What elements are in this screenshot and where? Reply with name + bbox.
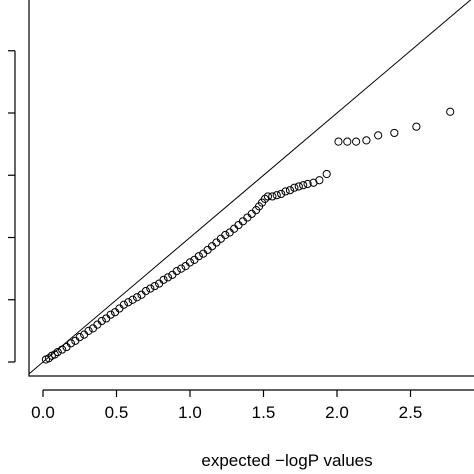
plot-frame bbox=[28, 0, 474, 377]
data-point bbox=[230, 224, 239, 233]
data-point bbox=[247, 209, 256, 218]
data-point bbox=[141, 286, 150, 296]
data-point bbox=[58, 345, 67, 354]
data-point bbox=[446, 107, 455, 116]
x-axis-title: expected −logP values bbox=[201, 451, 372, 470]
data-point bbox=[84, 326, 93, 335]
data-point bbox=[212, 238, 221, 247]
data-point bbox=[315, 176, 324, 185]
data-point bbox=[352, 137, 361, 146]
data-point bbox=[221, 230, 230, 240]
data-point bbox=[299, 181, 308, 190]
data-point bbox=[303, 179, 312, 189]
data-point bbox=[124, 298, 133, 307]
data-point bbox=[44, 354, 53, 363]
data-points bbox=[41, 107, 455, 364]
data-point bbox=[150, 281, 159, 291]
x-tick-label: 2.0 bbox=[325, 403, 349, 422]
x-tick-label: 0.0 bbox=[31, 403, 55, 422]
data-point bbox=[412, 122, 421, 131]
data-point bbox=[290, 183, 299, 192]
data-point bbox=[128, 295, 137, 304]
data-point bbox=[272, 191, 281, 200]
data-point bbox=[281, 187, 290, 196]
data-point bbox=[163, 273, 173, 282]
data-point bbox=[343, 137, 352, 146]
data-point bbox=[132, 293, 142, 302]
data-point bbox=[277, 189, 286, 199]
x-tick-label: 1.5 bbox=[252, 403, 276, 422]
x-axis: 0.00.51.01.52.02.53 bbox=[31, 389, 474, 422]
data-point bbox=[75, 333, 84, 342]
data-point bbox=[238, 217, 248, 226]
data-point bbox=[106, 310, 115, 319]
data-point bbox=[172, 267, 181, 276]
data-point bbox=[66, 339, 76, 348]
data-point bbox=[268, 192, 277, 201]
data-point bbox=[362, 136, 371, 145]
data-point bbox=[263, 192, 273, 201]
data-point bbox=[93, 320, 102, 329]
data-point bbox=[216, 234, 225, 243]
data-point bbox=[334, 137, 343, 146]
reference-line bbox=[29, 0, 472, 375]
data-point bbox=[260, 194, 270, 204]
data-point bbox=[285, 186, 295, 195]
data-point bbox=[207, 242, 217, 251]
data-point bbox=[177, 264, 186, 273]
data-point bbox=[115, 304, 124, 313]
data-point bbox=[97, 316, 106, 326]
data-point bbox=[53, 347, 62, 357]
data-point bbox=[294, 182, 303, 191]
x-tick-label: 2.5 bbox=[399, 403, 423, 422]
data-point bbox=[194, 252, 203, 261]
data-point bbox=[185, 258, 195, 267]
data-point bbox=[119, 300, 128, 309]
data-point bbox=[146, 284, 155, 293]
y-axis bbox=[8, 50, 16, 363]
data-point bbox=[203, 245, 212, 255]
data-point bbox=[234, 220, 243, 230]
x-tick-label: 1.0 bbox=[178, 403, 202, 422]
data-point bbox=[390, 128, 399, 138]
data-point bbox=[159, 275, 168, 284]
data-point bbox=[322, 169, 331, 179]
data-point bbox=[374, 131, 383, 140]
data-point bbox=[243, 213, 252, 222]
data-point bbox=[50, 350, 59, 359]
x-tick-label: 0.5 bbox=[105, 403, 129, 422]
